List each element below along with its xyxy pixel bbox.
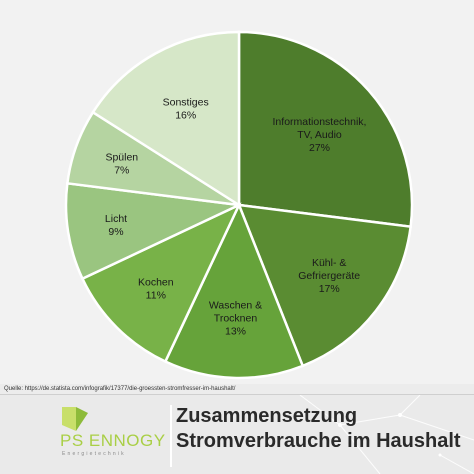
footer-title-line-2: Stromverbrauche im Haushalt xyxy=(176,430,461,452)
slice-value-label: 11% xyxy=(146,290,166,302)
slice-value-label: 13% xyxy=(225,325,246,337)
slice-category-label: Gefriergeräte xyxy=(298,270,360,282)
slice-category-label: Informationstechnik, xyxy=(273,116,367,128)
pie-slice-label-1: Kühl- & Gefriergeräte 17% xyxy=(298,257,360,295)
slice-category-label: Trocknen xyxy=(214,312,258,324)
pie-slice-label-4: Licht 9% xyxy=(105,213,127,238)
pie-slice-0 xyxy=(237,30,414,229)
slice-value-label: 16% xyxy=(175,110,196,122)
pie-slice-3 xyxy=(80,202,242,364)
pie-slice-label-2: Waschen & Trocknen 13% xyxy=(209,299,262,337)
footer-title-line-1: Zusammensetzung xyxy=(176,405,358,427)
footer-title: Zusammensetzung Stromverbrauche im Haush… xyxy=(176,404,461,454)
footer-divider xyxy=(170,405,172,467)
pie-slice-6 xyxy=(91,30,241,208)
pie-chart: Informationstechnik, TV, Audio 27% Kühl- & G… xyxy=(64,30,414,380)
pie-slice-label-6: Sonstiges 16% xyxy=(163,97,209,122)
slice-category-label: Kochen xyxy=(138,277,174,289)
pie-slice-4 xyxy=(64,181,244,281)
slice-category-label: Sonstiges xyxy=(163,97,209,109)
pie-slice-2 xyxy=(163,201,305,380)
brand-name: PS ENNOGY xyxy=(60,431,166,450)
slice-category-label: Spülen xyxy=(105,151,138,163)
brand-logo-icon xyxy=(62,407,88,431)
logo-dark-shape xyxy=(76,407,88,431)
slice-category-label: Waschen & xyxy=(209,299,262,311)
pie-slice-label-0: Informationstechnik, TV, Audio 27% xyxy=(273,116,367,154)
slice-value-label: 7% xyxy=(114,164,129,176)
slice-value-label: 27% xyxy=(309,142,330,154)
source-note: Quelle: https://de.statista.com/infograf… xyxy=(4,386,236,392)
footer-rule xyxy=(0,394,474,395)
slice-category-label: TV, Audio xyxy=(297,129,342,141)
logo-light-shape xyxy=(62,407,76,431)
pie-slice-1 xyxy=(237,203,413,368)
slice-value-label: 17% xyxy=(319,283,340,295)
brand-tagline: Energietechnik xyxy=(62,451,126,457)
chart-area: Informationstechnik, TV, Audio 27% Kühl- & G… xyxy=(64,30,414,380)
pie-slice-label-5: Spülen 7% xyxy=(105,151,138,176)
slice-category-label: Kühl- & xyxy=(312,257,346,269)
slice-value-label: 9% xyxy=(108,226,123,238)
footer-network-pattern xyxy=(299,395,474,474)
slice-category-label: Licht xyxy=(105,213,127,225)
footer: PS ENNOGY Energietechnik Zusammensetzung… xyxy=(0,395,474,474)
pie-slice-label-3: Kochen 11% xyxy=(138,277,174,302)
